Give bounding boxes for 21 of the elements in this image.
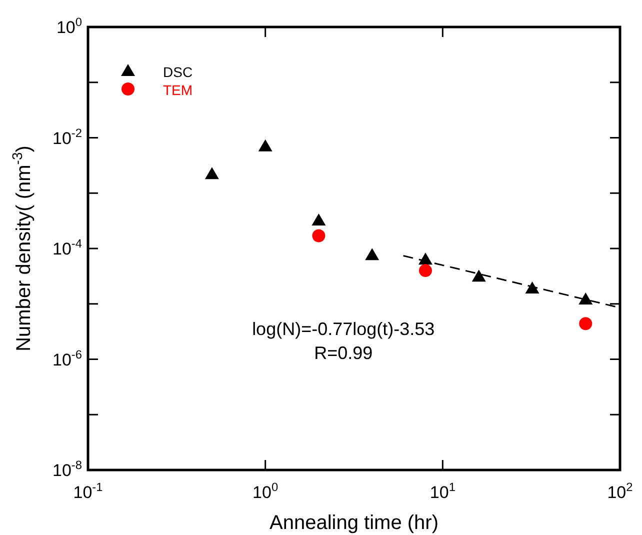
point [525, 281, 540, 294]
x-tick-label: 10$^{0}$ [252, 480, 278, 502]
x-tick-label: 10$^{2}$ [607, 480, 634, 502]
point [312, 214, 326, 226]
y-tick-label: 10$^{0}$ [56, 15, 82, 37]
point [365, 248, 380, 260]
x-tick-label: 10$^{1}$ [430, 480, 456, 502]
y-tick-label: 10$^{-6}$ [52, 347, 82, 370]
point [578, 292, 593, 304]
point [258, 139, 272, 152]
y-tick-label: 10$^{-8}$ [52, 458, 82, 480]
x-tick-label: 10$^{-1}$ [73, 480, 104, 502]
legend-label: TEM [163, 82, 193, 98]
annotation: log(N)=-0.77log(t)-3.53 [252, 318, 435, 339]
point [472, 270, 486, 282]
x-axis-title: Annealing time (hr) [270, 512, 438, 534]
y-tick-label: 10$^{-4}$ [52, 236, 82, 258]
point [204, 167, 219, 180]
legend-label: DSC [163, 64, 193, 80]
y-tick-label: 10$^{-2}$ [52, 126, 82, 148]
annotation: R=0.99 [314, 342, 373, 363]
